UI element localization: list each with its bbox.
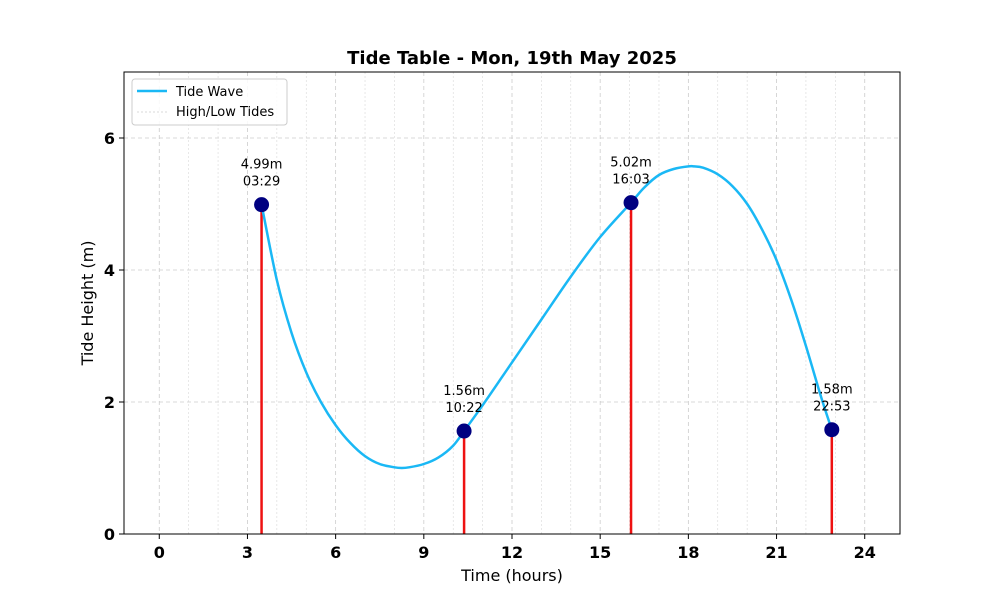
- tide-height-label: 1.58m: [811, 383, 853, 398]
- grid: [124, 72, 900, 535]
- tide-time-label: 16:03: [612, 173, 649, 188]
- tide-extremum-point: [254, 197, 270, 213]
- tide-wave-line-group: [260, 164, 833, 470]
- x-tick-label: 9: [418, 543, 429, 562]
- x-tick-label: 12: [501, 543, 523, 562]
- legend-box: [131, 78, 288, 126]
- x-tick-label: 24: [854, 543, 876, 562]
- tide-annotations: 4.99m 03:29 1.56m 10:22 5.02m 16:03 1.58m 22:53: [241, 156, 853, 416]
- x-tick-label: 18: [677, 543, 699, 562]
- tide-extrema-points: [254, 195, 840, 439]
- tide-extremum-point: [824, 422, 840, 438]
- tide-wave-line: [260, 164, 833, 470]
- x-tick-label: 6: [330, 543, 341, 562]
- x-tick-label: 0: [154, 543, 165, 562]
- tide-height-label: 1.56m: [443, 384, 485, 399]
- x-tick-label: 21: [765, 543, 787, 562]
- y-tick-label: 4: [104, 261, 115, 280]
- tide-time-label: 22:53: [813, 400, 850, 415]
- tide-extremum-point: [623, 195, 639, 211]
- tide-stems: [260, 202, 834, 534]
- legend-label-tide-wave: Tide Wave: [175, 85, 243, 100]
- tide-height-label: 5.02m: [610, 156, 652, 171]
- tide-time-label: 03:29: [243, 175, 280, 190]
- y-tick-label: 2: [104, 393, 115, 412]
- tide-height-label: 4.99m: [241, 158, 283, 173]
- y-axis-label: Tide Height (m): [78, 241, 97, 367]
- x-axis-label: Time (hours): [460, 566, 563, 585]
- tide-time-label: 10:22: [445, 401, 482, 416]
- y-tick-label: 6: [104, 129, 115, 148]
- x-tick-label: 15: [589, 543, 611, 562]
- tide-extremum-point: [456, 423, 472, 439]
- chart-title: Tide Table - Mon, 19th May 2025: [347, 48, 677, 69]
- legend-label-high-low-tides: High/Low Tides: [176, 105, 274, 120]
- x-tick-label: 3: [242, 543, 253, 562]
- y-tick-label: 0: [104, 525, 115, 544]
- legend: Tide Wave High/Low Tides: [131, 78, 288, 126]
